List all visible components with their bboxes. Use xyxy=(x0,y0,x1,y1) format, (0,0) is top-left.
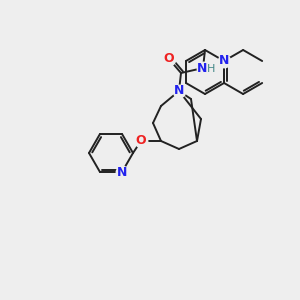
Text: N: N xyxy=(197,61,207,74)
Text: H: H xyxy=(207,64,215,74)
Text: N: N xyxy=(174,85,184,98)
Text: N: N xyxy=(219,55,229,68)
Text: O: O xyxy=(164,52,174,65)
Text: O: O xyxy=(136,134,146,148)
Text: N: N xyxy=(117,166,127,178)
